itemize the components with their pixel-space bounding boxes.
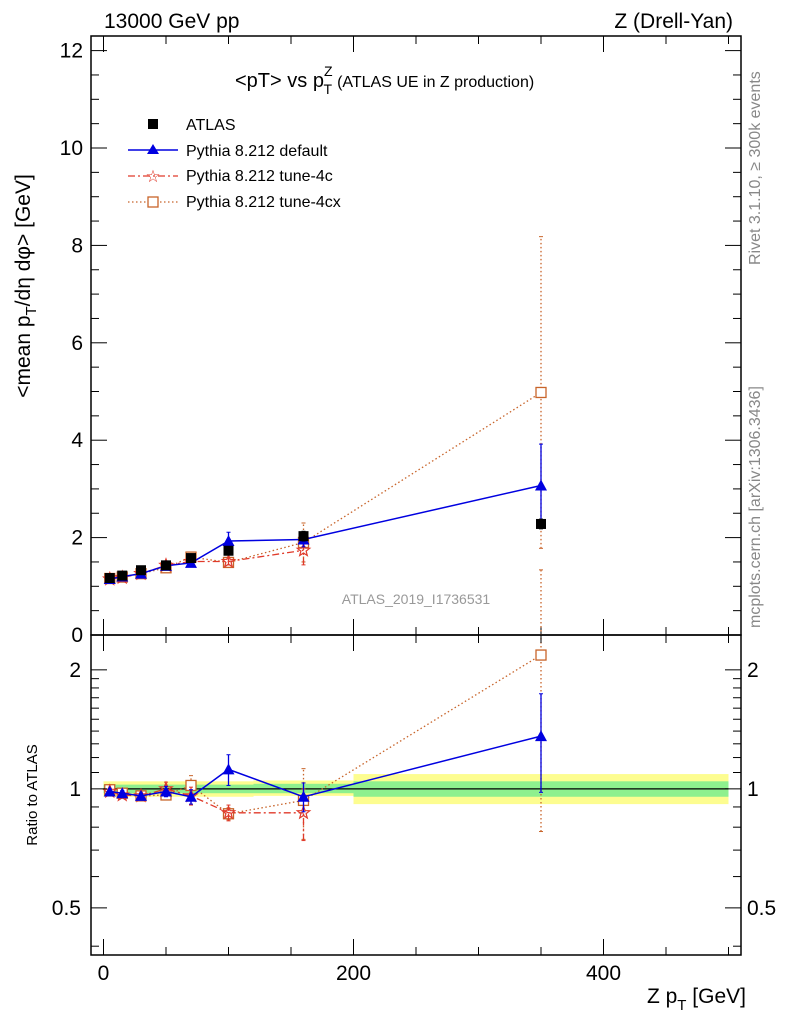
ratio-y-tick-label-right: 0.5 — [747, 897, 776, 920]
legend-label-tune-4cx: Pythia 8.212 tune-4cx — [186, 194, 341, 211]
ratio-y-tick-label-right: 1 — [747, 778, 759, 801]
ratio-line-tune4c — [109, 788, 304, 814]
legend-marker-atlas — [148, 119, 158, 129]
ratio-marker-tune4cx — [535, 649, 547, 661]
legend-entry-default: Pythia 8.212 default — [128, 143, 328, 160]
ratio-y-tick-label: 2 — [69, 659, 81, 682]
main-y-axis-label: <mean pT/dη dφ> [GeV] — [12, 174, 40, 398]
ratio-marker-default — [135, 789, 147, 801]
main-y-tick-label: 6 — [71, 332, 83, 355]
ratio-marker-tune4c — [295, 804, 312, 820]
ylabel-part-2: /dη dφ> [GeV] — [12, 174, 35, 306]
main-marker-tune4c — [220, 553, 237, 569]
legend-label-default: Pythia 8.212 default — [186, 143, 328, 160]
main-marker-atlas — [117, 570, 128, 581]
main-plot-title: <pT> vs pZ T (ATLAS UE in Z production) — [235, 63, 534, 97]
ratio-marker-tune4c — [220, 804, 237, 820]
main-axis-ticks: 0 2 4 6 8 10 12 — [60, 36, 741, 647]
legend-entry-tune-4cx: Pythia 8.212 tune-4cx — [128, 194, 341, 211]
legend-entry-atlas: ATLAS — [148, 117, 236, 134]
ratio-marker-default — [103, 785, 116, 797]
main-y-tick-label: 0 — [71, 624, 83, 647]
main-y-tick-label: 8 — [71, 234, 83, 257]
title-suffix: (ATLAS UE in Z production) — [337, 74, 534, 91]
legend: ATLAS Pythia 8.212 default ☆ Pythia 8.21… — [128, 117, 341, 211]
mcplots-credit-label: mcplots.cern.ch [arXiv:1306.3436] — [747, 386, 764, 628]
analysis-id-watermark: ATLAS_2019_I1736531 — [342, 591, 491, 607]
ratio-marker-default — [185, 790, 197, 802]
title-superscript: Z — [324, 63, 333, 79]
ratio-plot-content — [101, 569, 547, 842]
legend-label-tune-4c: Pythia 8.212 tune-4c — [186, 168, 333, 185]
rivet-version-label: Rivet 3.1.10, ≥ 300k events — [747, 71, 764, 265]
main-y-tick-label: 2 — [71, 527, 83, 550]
ratio-axis-ticks: 0.5 0.5 1 1 2 2 0 200 400 — [52, 635, 776, 985]
ratio-y-axis-label: Ratio to ATLAS — [24, 744, 41, 845]
ratio-uncertainty-bands — [103, 774, 729, 805]
main-marker-atlas — [104, 573, 115, 584]
main-y-tick-label: 10 — [60, 137, 83, 160]
main-marker-atlas — [223, 545, 234, 556]
main-marker-tune4c — [295, 542, 312, 557]
main-marker-default — [535, 479, 547, 491]
x-axis-label: Z pT [GeV] — [647, 985, 746, 1014]
main-y-tick-label: 12 — [60, 40, 83, 63]
x-tick-label: 0 — [98, 962, 110, 985]
legend-entry-tune-4c: ☆ Pythia 8.212 tune-4c — [128, 167, 333, 186]
main-y-tick-label: 4 — [71, 429, 83, 452]
xlabel-subscript: T — [677, 997, 686, 1014]
legend-label-atlas: ATLAS — [186, 117, 236, 134]
ratio-y-tick-label: 1 — [69, 778, 81, 801]
legend-marker-tune-4c: ☆ — [145, 167, 160, 186]
xlabel-main: Z p — [647, 985, 677, 1008]
ratio-marker-default — [297, 790, 310, 802]
main-plot-content — [101, 236, 547, 586]
main-marker-tune4cx — [535, 386, 547, 399]
main-marker-atlas — [536, 518, 546, 529]
title-subscript: T — [324, 81, 333, 97]
header-process: Z (Drell-Yan) — [614, 10, 733, 33]
xlabel-suffix: [GeV] — [686, 985, 746, 1008]
x-tick-label: 200 — [336, 962, 371, 985]
ratio-y-tick-label: 0.5 — [52, 897, 81, 920]
ratio-marker-default — [116, 787, 129, 799]
title-main-text: <pT> vs p — [235, 70, 324, 92]
main-marker-atlas — [298, 531, 309, 542]
main-marker-atlas — [161, 560, 171, 571]
main-marker-atlas — [186, 553, 196, 564]
legend-marker-default — [147, 144, 159, 154]
main-line-default — [109, 484, 542, 580]
header-collision: 13000 GeV pp — [104, 10, 239, 33]
ylabel-subscript: T — [23, 306, 40, 315]
main-line-tune4cx — [109, 391, 542, 580]
legend-marker-tune-4cx — [147, 196, 159, 208]
main-marker-atlas — [136, 565, 146, 576]
ratio-marker-default — [535, 730, 547, 742]
ratio-marker-default — [160, 785, 172, 797]
ratio-marker-default — [222, 763, 235, 775]
main-marker-default — [222, 535, 235, 547]
ratio-plot-panel: 0.5 0.5 1 1 2 2 0 200 400 Ratio to ATLAS Z pT [G… — [24, 569, 776, 1014]
x-tick-label: 400 — [586, 962, 621, 985]
ratio-y-tick-label-right: 2 — [747, 659, 759, 682]
ylabel-part-1: <mean p — [12, 315, 35, 397]
